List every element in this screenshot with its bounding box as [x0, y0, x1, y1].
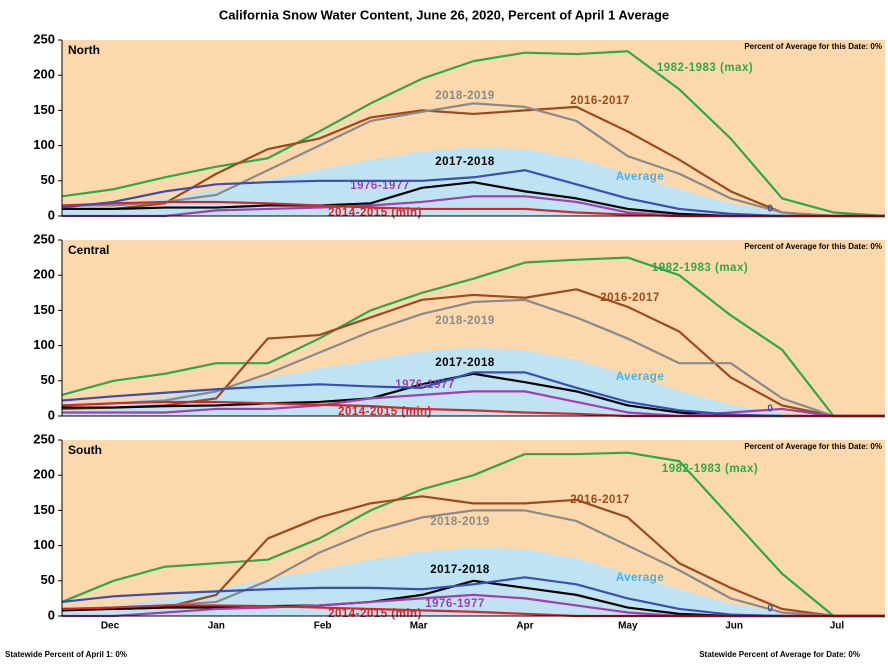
series-label: 2017-2018 — [435, 156, 495, 168]
data-label: 0 — [767, 404, 773, 415]
panel-note: Percent of Average for this Date: 0% — [744, 442, 882, 451]
x-tick-label: May — [618, 621, 638, 632]
y-tick-label: 100 — [33, 537, 55, 552]
series-label: 2017-2018 — [430, 564, 490, 576]
footer-left: Statewide Percent of April 1: 0% — [5, 650, 127, 659]
series-label: 2014-2015 (min) — [328, 207, 422, 219]
y-tick-label: 0 — [48, 407, 55, 422]
y-tick-label: 150 — [33, 502, 55, 517]
series-line — [61, 451, 885, 618]
y-tick-label: 250 — [33, 31, 55, 46]
series-label: 2014-2015 (min) — [338, 406, 432, 418]
series-label: 2016-2017 — [570, 95, 630, 107]
x-tick-label: Dec — [101, 621, 120, 632]
series-line — [62, 102, 885, 218]
y-tick-label: 200 — [33, 267, 55, 282]
series-label: 1982-1983 (max) — [657, 62, 753, 74]
y-tick-label: 200 — [33, 67, 55, 82]
footer-right: Statewide Percent of Average for Date: 0… — [699, 650, 860, 659]
series-label: 2017-2018 — [435, 357, 495, 369]
y-tick-label: 0 — [48, 607, 55, 622]
series-line — [61, 371, 783, 418]
average-area — [62, 347, 885, 416]
series-line — [61, 298, 885, 418]
panel-title: Central — [68, 243, 109, 257]
series-line — [62, 495, 885, 618]
panel-title: North — [68, 43, 100, 57]
series-line — [61, 50, 886, 218]
x-tick-label: Apr — [516, 621, 533, 632]
y-tick-label: 100 — [33, 137, 55, 152]
panel-note: Percent of Average for this Date: 0% — [744, 242, 882, 251]
x-tick-label: Jun — [725, 621, 743, 632]
chart-title: California Snow Water Content, June 26, … — [219, 7, 669, 22]
x-tick-label: Mar — [410, 621, 428, 632]
series-label: 2014-2015 (min) — [328, 608, 422, 620]
series-label: 1976-1977 — [350, 180, 410, 192]
series-label: 1976-1977 — [425, 598, 485, 610]
series-label: 2018-2019 — [435, 90, 495, 102]
series-label: Average — [616, 171, 664, 183]
series-line — [61, 576, 783, 618]
panel-title: South — [68, 443, 102, 457]
series-label: 1982-1983 (max) — [652, 262, 748, 274]
panel-note: Percent of Average for this Date: 0% — [744, 42, 882, 51]
y-tick-label: 250 — [33, 431, 55, 446]
x-tick-label: Feb — [314, 621, 332, 632]
series-line — [61, 169, 783, 218]
x-tick-label: Jan — [208, 621, 225, 632]
series-line — [62, 390, 885, 418]
y-tick-label: 100 — [33, 337, 55, 352]
y-tick-label: 50 — [41, 372, 55, 387]
y-tick-label: 50 — [41, 572, 55, 587]
series-label: 1982-1983 (max) — [662, 463, 758, 475]
y-tick-label: 150 — [33, 302, 55, 317]
series-label: Average — [616, 371, 664, 383]
y-tick-label: 0 — [48, 207, 55, 222]
series-label: 2016-2017 — [600, 292, 660, 304]
series-label: Average — [616, 572, 664, 584]
series-label: 2018-2019 — [430, 516, 490, 528]
y-tick-label: 200 — [33, 467, 55, 482]
series-line — [61, 288, 885, 418]
series-label: 2018-2019 — [435, 315, 495, 327]
data-label: 0 — [767, 604, 773, 615]
data-label: 0 — [767, 204, 773, 215]
series-line — [62, 105, 885, 218]
series-label: 2016-2017 — [570, 494, 630, 506]
y-tick-label: 250 — [33, 231, 55, 246]
y-tick-label: 150 — [33, 102, 55, 117]
series-line — [61, 509, 885, 618]
series-line — [61, 256, 885, 418]
y-tick-label: 50 — [41, 172, 55, 187]
x-tick-label: Jul — [830, 621, 845, 632]
